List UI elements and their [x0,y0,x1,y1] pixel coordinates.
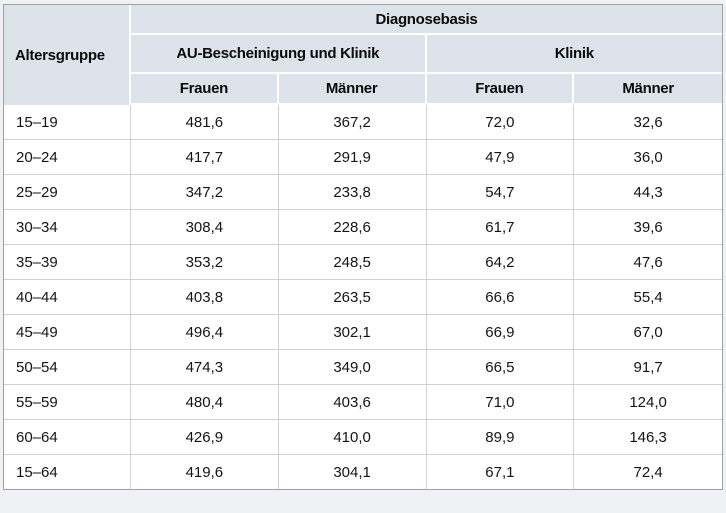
value-cell-klinik-maenner: 72,4 [574,455,722,489]
table-row: 20–24 417,7 291,9 47,9 36,0 [4,140,722,175]
age-cell: 15–64 [4,455,131,489]
column-header-klinik: Klinik [426,35,722,74]
value-cell-klinik-frauen: 71,0 [426,385,575,420]
value-cell-klinik-maenner: 32,6 [574,105,722,140]
table-header: Altersgruppe Diagnosebasis AU-Bescheinig… [4,5,722,105]
value-cell-au-maenner: 410,0 [278,420,427,455]
diagnosebasis-table: Altersgruppe Diagnosebasis AU-Bescheinig… [4,5,722,489]
value-cell-au-frauen: 403,8 [131,280,279,315]
header-row-top: Altersgruppe Diagnosebasis [4,5,722,105]
column-header-au-bescheinigung-und-klinik: AU-Bescheinigung und Klinik [131,35,427,74]
column-header-klinik-frauen: Frauen [426,74,575,105]
value-cell-klinik-frauen: 66,9 [426,315,575,350]
value-cell-au-frauen: 480,4 [131,385,279,420]
table-row-total: 15–64 419,6 304,1 67,1 72,4 [4,455,722,489]
age-cell: 25–29 [4,175,131,210]
value-cell-au-frauen: 426,9 [131,420,279,455]
value-cell-klinik-frauen: 66,6 [426,280,575,315]
age-cell: 30–34 [4,210,131,245]
age-cell: 20–24 [4,140,131,175]
value-cell-klinik-maenner: 124,0 [574,385,722,420]
value-cell-klinik-frauen: 67,1 [426,455,575,489]
value-cell-klinik-frauen: 54,7 [426,175,575,210]
column-header-au-frauen: Frauen [131,74,279,105]
value-cell-klinik-maenner: 146,3 [574,420,722,455]
age-cell: 55–59 [4,385,131,420]
age-cell: 50–54 [4,350,131,385]
value-cell-au-maenner: 248,5 [278,245,427,280]
table-row: 55–59 480,4 403,6 71,0 124,0 [4,385,722,420]
age-cell: 35–39 [4,245,131,280]
table-row: 40–44 403,8 263,5 66,6 55,4 [4,280,722,315]
value-cell-au-frauen: 353,2 [131,245,279,280]
value-cell-klinik-maenner: 47,6 [574,245,722,280]
table-row: 35–39 353,2 248,5 64,2 47,6 [4,245,722,280]
value-cell-au-maenner: 349,0 [278,350,427,385]
age-cell: 40–44 [4,280,131,315]
column-header-au-maenner: Männer [278,74,427,105]
value-cell-au-frauen: 419,6 [131,455,279,489]
column-header-diagnosebasis: Diagnosebasis [131,5,722,35]
value-cell-klinik-maenner: 36,0 [574,140,722,175]
column-header-altersgruppe: Altersgruppe [4,5,131,105]
table-body: 15–19 481,6 367,2 72,0 32,6 20–24 417,7 … [4,105,722,489]
value-cell-au-frauen: 417,7 [131,140,279,175]
statistics-table: Altersgruppe Diagnosebasis AU-Bescheinig… [3,4,723,490]
value-cell-au-frauen: 474,3 [131,350,279,385]
value-cell-klinik-frauen: 89,9 [426,420,575,455]
value-cell-au-maenner: 233,8 [278,175,427,210]
table-row: 15–19 481,6 367,2 72,0 32,6 [4,105,722,140]
table-row: 50–54 474,3 349,0 66,5 91,7 [4,350,722,385]
value-cell-au-maenner: 304,1 [278,455,427,489]
value-cell-au-frauen: 308,4 [131,210,279,245]
value-cell-au-maenner: 228,6 [278,210,427,245]
table-row: 30–34 308,4 228,6 61,7 39,6 [4,210,722,245]
value-cell-au-frauen: 481,6 [131,105,279,140]
value-cell-klinik-maenner: 55,4 [574,280,722,315]
age-cell: 60–64 [4,420,131,455]
table-row: 25–29 347,2 233,8 54,7 44,3 [4,175,722,210]
table-row: 45–49 496,4 302,1 66,9 67,0 [4,315,722,350]
value-cell-au-frauen: 347,2 [131,175,279,210]
value-cell-klinik-frauen: 64,2 [426,245,575,280]
value-cell-klinik-frauen: 61,7 [426,210,575,245]
value-cell-au-maenner: 263,5 [278,280,427,315]
value-cell-au-maenner: 302,1 [278,315,427,350]
value-cell-klinik-frauen: 47,9 [426,140,575,175]
age-cell: 45–49 [4,315,131,350]
header-row-groups: AU-Bescheinigung und Klinik Klinik [4,35,722,74]
value-cell-au-maenner: 403,6 [278,385,427,420]
table-row: 60–64 426,9 410,0 89,9 146,3 [4,420,722,455]
value-cell-klinik-frauen: 72,0 [426,105,575,140]
value-cell-klinik-frauen: 66,5 [426,350,575,385]
header-row-gender: Frauen Männer Frauen Männer [4,74,722,105]
value-cell-klinik-maenner: 44,3 [574,175,722,210]
value-cell-klinik-maenner: 67,0 [574,315,722,350]
value-cell-au-maenner: 367,2 [278,105,427,140]
value-cell-au-maenner: 291,9 [278,140,427,175]
column-header-klinik-maenner: Männer [574,74,722,105]
value-cell-au-frauen: 496,4 [131,315,279,350]
value-cell-klinik-maenner: 39,6 [574,210,722,245]
value-cell-klinik-maenner: 91,7 [574,350,722,385]
age-cell: 15–19 [4,105,131,140]
